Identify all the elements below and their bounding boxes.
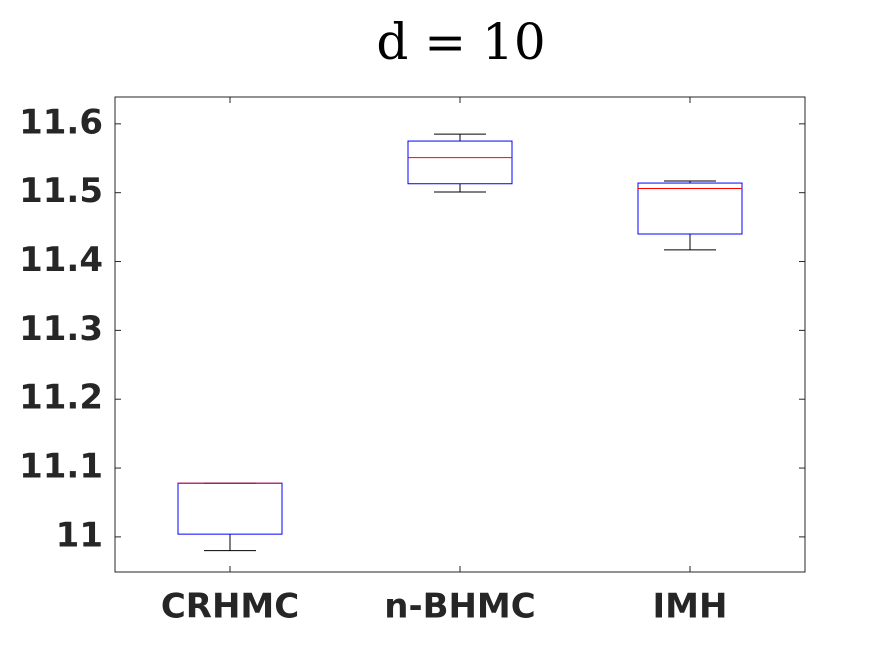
- x-tick-label: IMH: [653, 587, 728, 627]
- box: [407, 140, 513, 185]
- y-tick-label: 11.2: [19, 378, 103, 418]
- x-tick-label: CRHMC: [161, 587, 299, 627]
- y-tick-label: 11.4: [19, 240, 103, 280]
- box: [637, 182, 743, 235]
- y-tick-label: 11.6: [19, 102, 103, 142]
- chart-title: d = 10: [376, 13, 545, 71]
- x-tick-label: n-BHMC: [384, 587, 535, 627]
- y-tick-label: 11: [56, 515, 103, 555]
- y-tick-label: 11.3: [19, 309, 103, 349]
- y-tick-label: 11.1: [19, 447, 103, 487]
- y-tick-label: 11.5: [19, 171, 103, 211]
